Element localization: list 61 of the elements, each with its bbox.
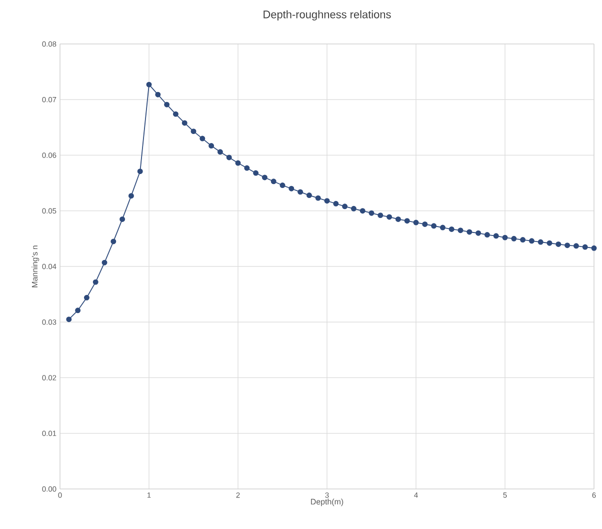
point bbox=[484, 232, 490, 238]
point bbox=[360, 208, 366, 214]
point bbox=[235, 160, 241, 166]
point bbox=[137, 168, 143, 174]
point bbox=[298, 189, 304, 195]
point bbox=[84, 294, 90, 300]
point bbox=[288, 186, 294, 192]
point bbox=[110, 238, 116, 244]
point bbox=[573, 243, 579, 249]
point bbox=[476, 230, 482, 236]
point bbox=[368, 210, 374, 216]
point bbox=[431, 223, 437, 229]
point bbox=[538, 239, 544, 245]
point bbox=[182, 120, 188, 126]
point bbox=[378, 212, 384, 218]
chart-title: Depth-roughness relations bbox=[264, 10, 391, 20]
point bbox=[66, 316, 72, 322]
point bbox=[262, 174, 268, 180]
point bbox=[422, 221, 428, 227]
point bbox=[208, 143, 214, 149]
point bbox=[466, 229, 472, 235]
point bbox=[404, 218, 410, 224]
point bbox=[556, 241, 562, 247]
point bbox=[217, 149, 223, 155]
point bbox=[306, 192, 312, 198]
point bbox=[493, 233, 499, 239]
point bbox=[270, 178, 276, 184]
point bbox=[342, 204, 348, 210]
point bbox=[350, 206, 356, 212]
point bbox=[315, 195, 321, 201]
point bbox=[413, 220, 419, 226]
point bbox=[395, 216, 401, 222]
point bbox=[564, 242, 570, 248]
point bbox=[458, 228, 464, 234]
point bbox=[520, 237, 526, 243]
point bbox=[164, 102, 170, 108]
point bbox=[75, 308, 81, 314]
point bbox=[591, 245, 597, 251]
point bbox=[244, 165, 250, 171]
point bbox=[546, 240, 552, 246]
point bbox=[528, 238, 534, 244]
point bbox=[172, 111, 178, 117]
point bbox=[440, 224, 446, 230]
point bbox=[448, 226, 454, 232]
point bbox=[280, 182, 286, 188]
point bbox=[226, 154, 232, 160]
point bbox=[120, 216, 126, 222]
point bbox=[253, 170, 259, 176]
point bbox=[333, 200, 339, 206]
point bbox=[128, 193, 134, 199]
point bbox=[155, 92, 161, 98]
point bbox=[146, 82, 152, 88]
point bbox=[582, 244, 588, 250]
point bbox=[190, 128, 196, 134]
point bbox=[511, 236, 517, 242]
point bbox=[200, 136, 206, 142]
point bbox=[502, 234, 508, 240]
point bbox=[92, 279, 98, 285]
point bbox=[324, 198, 330, 204]
point bbox=[386, 214, 392, 220]
point bbox=[102, 260, 108, 266]
